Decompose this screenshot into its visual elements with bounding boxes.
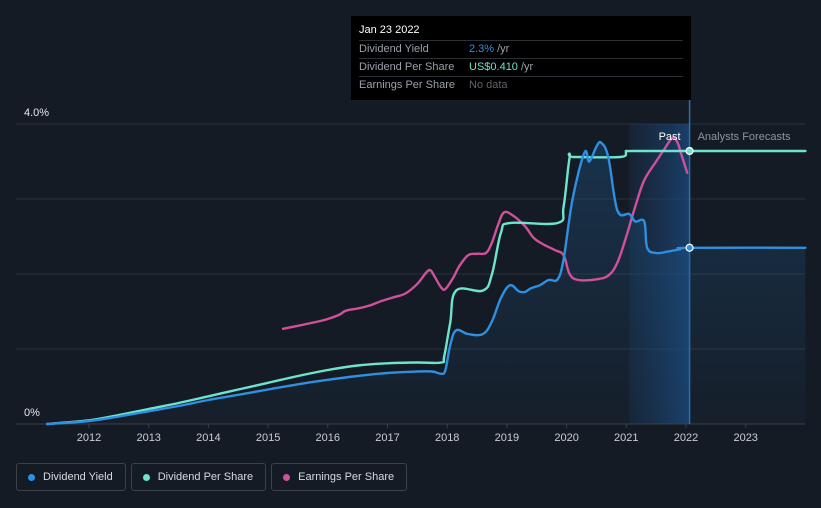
x-tick-label: 2023 [733,432,757,444]
tooltip-value: US$0.410 [469,61,518,73]
tooltip-label: Dividend Per Share [359,61,455,73]
tooltip: Jan 23 2022 Dividend Yield 2.3% /yr Divi… [351,16,691,100]
x-tick-label: 2021 [614,432,638,444]
dividend-per-share-marker [685,146,694,156]
legend-label: Dividend Yield [43,471,113,483]
earnings-per-share-line [281,136,689,330]
legend-item-earnings-per-share[interactable]: Earnings Per Share [271,463,408,491]
dividend-yield-dot-icon [28,473,35,481]
x-tick-label: 2012 [77,432,101,444]
dividend-yield-area-fill [47,142,806,425]
tooltip-date: Jan 23 2022 [359,24,420,36]
x-tick-label: 2019 [495,432,519,444]
x-tick-label: 2022 [674,432,698,444]
x-tick-label: 2018 [435,432,459,444]
y-axis-top-label: 4.0% [24,107,49,119]
forecast-label: Analysts Forecasts [698,131,791,143]
y-axis-bottom-label: 0% [24,407,40,419]
tooltip-unit: /yr [497,43,510,55]
x-tick-label: 2020 [554,432,578,444]
tooltip-label: Earnings Per Share [359,79,455,91]
legend-label: Earnings Per Share [298,471,395,483]
legend: Dividend Yield Dividend Per Share Earnin… [16,463,408,491]
series-lines [46,136,807,426]
legend-label: Dividend Per Share [157,471,254,483]
tooltip-unit: /yr [520,61,534,73]
tooltip-row-earnings-per-share: Earnings Per Share No data [359,76,683,94]
dividend-yield-line [46,140,807,426]
dividend-yield-area [47,142,806,425]
x-tick-label: 2015 [256,432,280,444]
x-tick-label: 2013 [136,432,160,444]
tooltip-label: Dividend Yield [359,43,429,55]
past-label: Past [659,131,681,143]
tooltip-row-dividend-per-share: Dividend Per Share US$0.410 /yr [359,58,683,76]
x-tick-label: 2017 [375,432,399,444]
x-tick-label: 2016 [316,432,340,444]
dividend-per-share-dot-icon [142,473,150,481]
tooltip-row-dividend-yield: Dividend Yield 2.3% /yr [359,40,683,58]
hover-markers [685,146,694,252]
tooltip-value: No data [469,79,508,91]
earnings-per-share-dot-icon [283,473,291,481]
x-tick-label: 2014 [196,432,220,444]
legend-item-dividend-yield[interactable]: Dividend Yield [16,463,126,491]
tooltip-value: 2.3% [469,43,495,55]
axis-labels: 4.0% 0% 2012 2013 2014 2015 2016 2017 2018 2019 20… [24,107,791,444]
dividend-yield-marker [685,243,694,252]
legend-item-dividend-per-share[interactable]: Dividend Per Share [130,463,267,491]
